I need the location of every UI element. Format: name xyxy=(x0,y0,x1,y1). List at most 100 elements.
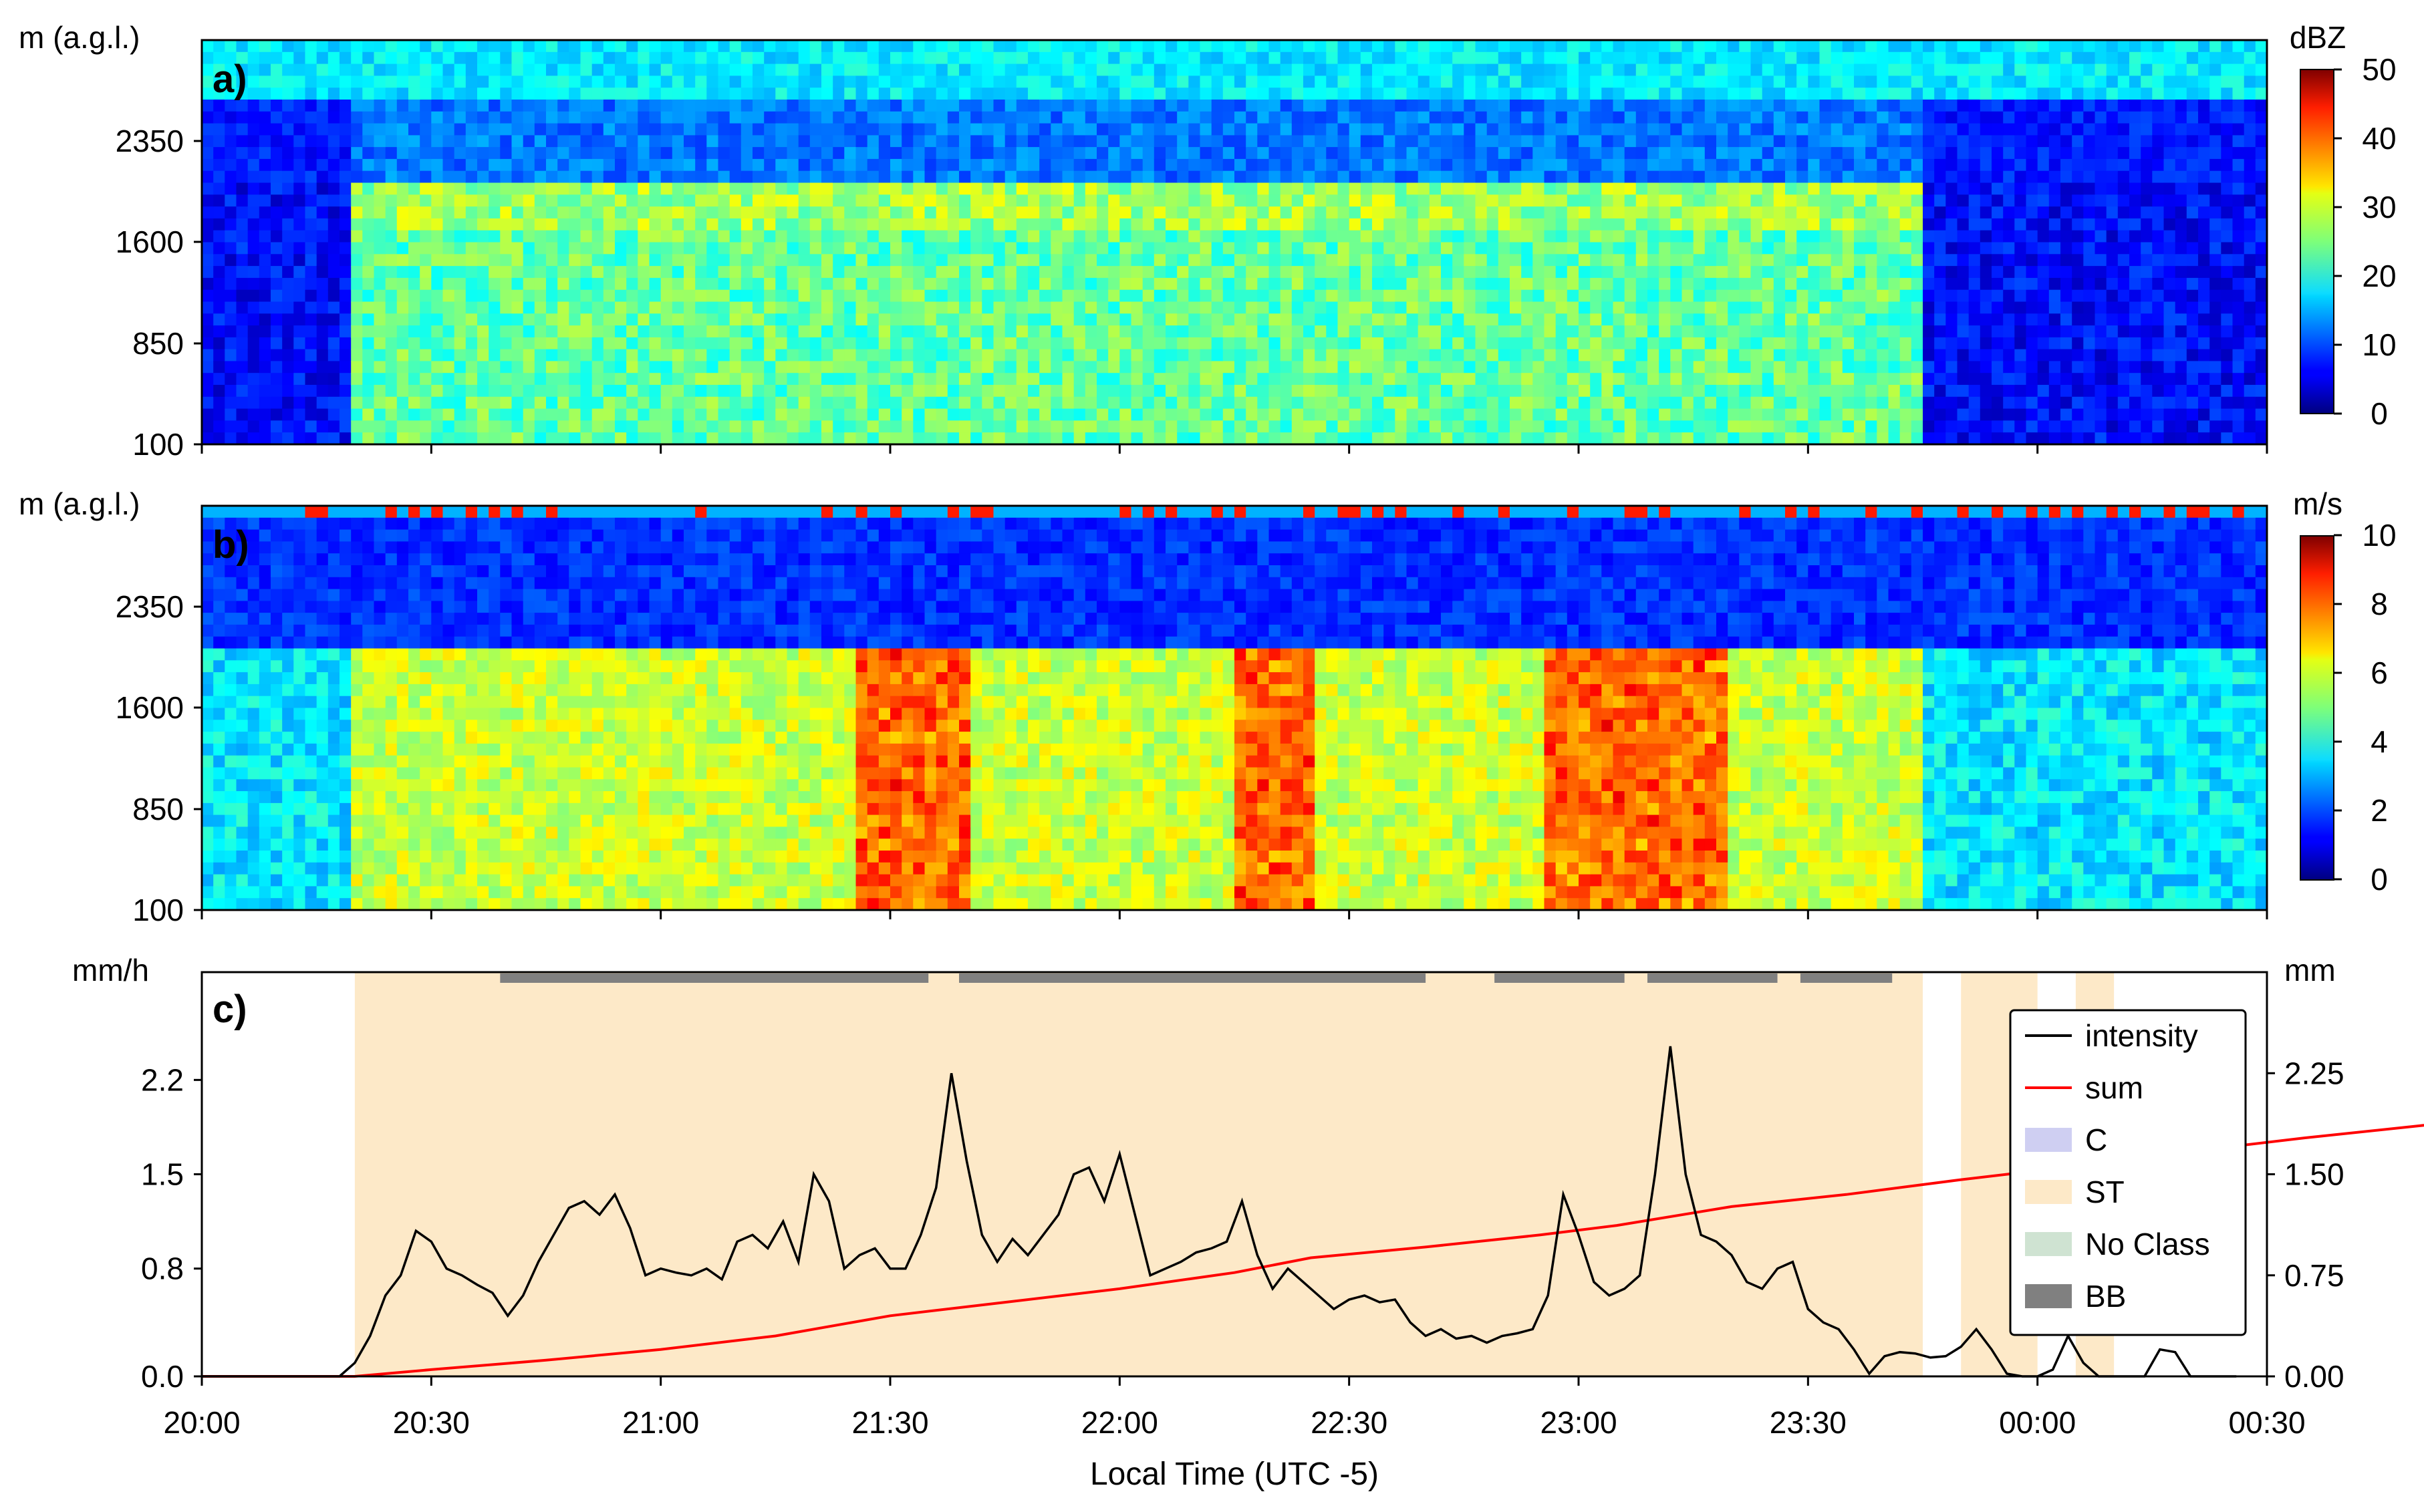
heatmap-cell xyxy=(1349,40,1361,53)
heatmap-cell xyxy=(1441,158,1453,172)
heatmap-cell xyxy=(913,349,926,362)
heatmap-cell xyxy=(431,361,444,373)
heatmap-cell xyxy=(1854,51,1866,65)
heatmap-cell xyxy=(1441,301,1453,315)
heatmap-cell xyxy=(1337,88,1350,100)
heatmap-cell xyxy=(225,194,237,207)
heatmap-cell xyxy=(1349,182,1361,196)
heatmap-cell xyxy=(1315,75,1327,88)
heatmap-cell xyxy=(1257,147,1270,160)
heatmap-cell xyxy=(729,396,742,410)
heatmap-cell xyxy=(362,277,375,291)
heatmap-cell xyxy=(1337,420,1350,433)
heatmap-cell xyxy=(534,51,547,65)
heatmap-cell xyxy=(1681,408,1694,422)
heatmap-cell xyxy=(523,75,535,88)
heatmap-cell xyxy=(1085,230,1097,243)
heatmap-cell xyxy=(1051,373,1063,386)
heatmap-cell xyxy=(408,218,420,231)
heatmap-cell xyxy=(1510,111,1522,124)
heatmap-cell xyxy=(1028,385,1040,398)
heatmap-cell xyxy=(213,218,226,231)
heatmap-cell xyxy=(913,51,926,65)
heatmap-cell xyxy=(1131,123,1143,136)
heatmap-cell xyxy=(1246,40,1258,53)
heatmap-cell xyxy=(282,277,295,291)
heatmap-cell xyxy=(603,123,616,136)
heatmap-cell xyxy=(970,40,983,53)
heatmap-cell xyxy=(1246,242,1258,255)
heatmap-cell xyxy=(1601,373,1614,386)
heatmap-cell xyxy=(603,158,616,172)
heatmap-cell xyxy=(293,88,306,100)
heatmap-cell xyxy=(546,361,558,373)
heatmap-cell xyxy=(902,123,914,136)
heatmap-cell xyxy=(408,170,420,184)
heatmap-cell xyxy=(1429,432,1442,445)
heatmap-cell xyxy=(1693,147,1706,160)
heatmap-cell xyxy=(1234,373,1246,386)
heatmap-cell xyxy=(1532,206,1545,219)
heatmap-cell xyxy=(408,396,420,410)
heatmap-cell xyxy=(442,230,455,243)
heatmap-cell xyxy=(477,420,489,433)
heatmap-cell xyxy=(982,325,994,338)
heatmap-cell xyxy=(523,325,535,338)
heatmap-cell xyxy=(431,218,444,231)
heatmap-cell xyxy=(340,325,352,338)
heatmap-cell xyxy=(902,88,914,100)
heatmap-cell xyxy=(1372,313,1384,326)
heatmap-cell xyxy=(1062,337,1075,350)
heatmap-cell xyxy=(569,218,581,231)
heatmap-cell xyxy=(1142,313,1155,326)
heatmap-cell xyxy=(1475,158,1488,172)
heatmap-cell xyxy=(374,230,386,243)
heatmap-cell xyxy=(1246,301,1258,315)
heatmap-cell xyxy=(1028,75,1040,88)
heatmap-cell xyxy=(1521,51,1534,65)
heatmap-cell xyxy=(1532,432,1545,445)
heatmap-cell xyxy=(970,170,983,184)
heatmap-cell xyxy=(775,361,788,373)
heatmap-cell xyxy=(1406,147,1419,160)
heatmap-cell xyxy=(924,242,937,255)
heatmap-cell xyxy=(1808,158,1821,172)
heatmap-cell xyxy=(454,100,466,112)
heatmap-cell xyxy=(649,194,662,207)
heatmap-cell xyxy=(1360,206,1373,219)
heatmap-cell xyxy=(902,170,914,184)
heatmap-cell xyxy=(1028,147,1040,160)
heatmap-cell xyxy=(305,361,317,373)
heatmap-cell xyxy=(1842,40,1855,53)
heatmap-cell xyxy=(580,40,593,53)
heatmap-cell xyxy=(1360,385,1373,398)
heatmap-cell xyxy=(638,111,650,124)
heatmap-cell xyxy=(1406,337,1419,350)
heatmap-cell xyxy=(351,170,364,184)
heatmap-cell xyxy=(1865,158,1878,172)
heatmap-cell xyxy=(247,385,260,398)
heatmap-cell xyxy=(1028,337,1040,350)
heatmap-cell xyxy=(213,396,226,410)
heatmap-cell xyxy=(1635,75,1648,88)
heatmap-cell xyxy=(1062,325,1075,338)
heatmap-cell xyxy=(1429,266,1442,279)
heatmap-cell xyxy=(764,301,777,315)
heatmap-cell xyxy=(1234,361,1246,373)
heatmap-cell xyxy=(340,408,352,422)
heatmap-cell xyxy=(420,182,432,196)
heatmap-cell xyxy=(1831,100,1843,112)
heatmap-cell xyxy=(1004,182,1017,196)
heatmap-cell xyxy=(706,277,719,291)
heatmap-cell xyxy=(1510,349,1522,362)
heatmap-cell xyxy=(1166,325,1178,338)
heatmap-cell xyxy=(1739,242,1752,255)
heatmap-cell xyxy=(1097,135,1109,148)
heatmap-cell xyxy=(1268,170,1281,184)
heatmap-cell xyxy=(913,182,926,196)
heatmap-cell xyxy=(271,51,283,65)
heatmap-cell xyxy=(465,420,478,433)
heatmap-cell xyxy=(1452,396,1465,410)
heatmap-cell xyxy=(420,349,432,362)
heatmap-cell xyxy=(672,40,684,53)
